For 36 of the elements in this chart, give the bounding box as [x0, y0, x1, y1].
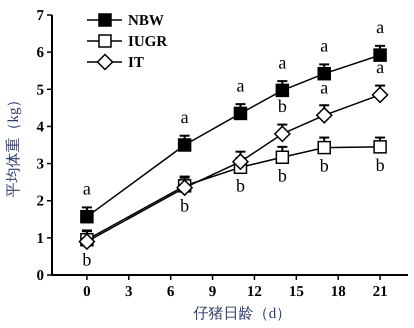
- ytick: 1: [36, 230, 44, 247]
- ylabel: 平均体重（kg）: [6, 92, 22, 198]
- annotation: b: [236, 175, 245, 196]
- xtick: 15: [288, 284, 304, 300]
- ytick: 5: [36, 82, 44, 98]
- annotation: a: [236, 75, 244, 96]
- xtick: 21: [372, 284, 388, 300]
- ytick: 2: [36, 194, 44, 210]
- ytick: 0: [36, 268, 44, 284]
- annotation: a: [180, 107, 189, 127]
- xtick: 6: [166, 284, 174, 300]
- legend-label: IUGR: [128, 34, 168, 50]
- xtick: 9: [208, 284, 216, 300]
- annotation: a: [82, 178, 91, 199]
- annotation: b: [376, 154, 385, 175]
- annotation: b: [278, 165, 287, 186]
- legend-label: IT: [128, 55, 144, 71]
- xtick: 0: [83, 284, 91, 300]
- ytick: 7: [36, 8, 44, 24]
- ytick: 3: [36, 156, 44, 173]
- annotation: b: [82, 250, 92, 270]
- annotation: a: [320, 36, 328, 56]
- ytick: 4: [36, 119, 44, 136]
- annotation: a: [376, 17, 384, 38]
- ytick: 6: [36, 45, 44, 62]
- annotation: b: [278, 96, 287, 116]
- annotation: b: [180, 196, 190, 216]
- xtick: 3: [125, 284, 133, 300]
- xlabel: 仔猪日龄（d）: [194, 306, 292, 322]
- xtick: 12: [246, 284, 262, 300]
- annotation: a: [320, 77, 328, 98]
- xtick: 18: [330, 284, 346, 300]
- legend-label: NBW: [128, 13, 164, 29]
- annotation: a: [278, 52, 286, 72]
- annotation: a: [376, 56, 384, 77]
- annotation: b: [320, 156, 329, 176]
